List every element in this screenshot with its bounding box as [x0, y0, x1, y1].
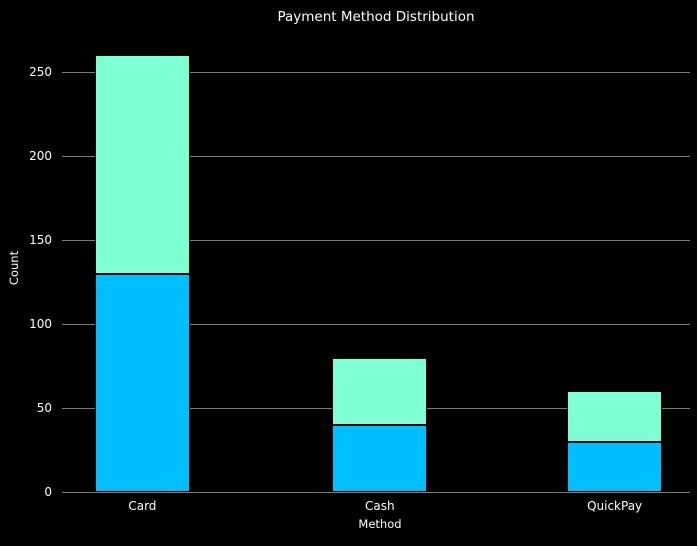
y-tick-label: 50 [36, 400, 52, 415]
y-tick-label: 150 [29, 232, 52, 247]
gridline [62, 323, 690, 325]
bar-segment-bottom-card [94, 273, 190, 492]
y-tick-label: 100 [29, 316, 52, 331]
x-tick-label: Cash [364, 499, 395, 513]
gridline [62, 492, 690, 493]
plot-area: 0 50 100 150 200 250 Card Cash QuickPay [29, 45, 690, 513]
gridline [62, 71, 690, 73]
y-tick-label: 200 [29, 148, 52, 163]
chart-title: Payment Method Distribution [277, 9, 475, 25]
bar-segment-bottom-cash [332, 424, 428, 492]
y-axis-label: Count [7, 250, 21, 286]
bar-segment-top-quickpay [567, 391, 663, 442]
x-tick-label: QuickPay [587, 499, 643, 513]
bar-segment-top-cash [332, 357, 428, 425]
bar-segment-top-card [94, 55, 190, 274]
y-tick-label: 0 [44, 485, 52, 499]
gridline [62, 239, 690, 241]
y-tick-label: 250 [29, 64, 52, 79]
x-axis-label: Method [358, 517, 402, 531]
x-tick-label: Card [128, 499, 157, 513]
bar-segment-bottom-quickpay [567, 441, 663, 492]
gridline [62, 155, 690, 157]
